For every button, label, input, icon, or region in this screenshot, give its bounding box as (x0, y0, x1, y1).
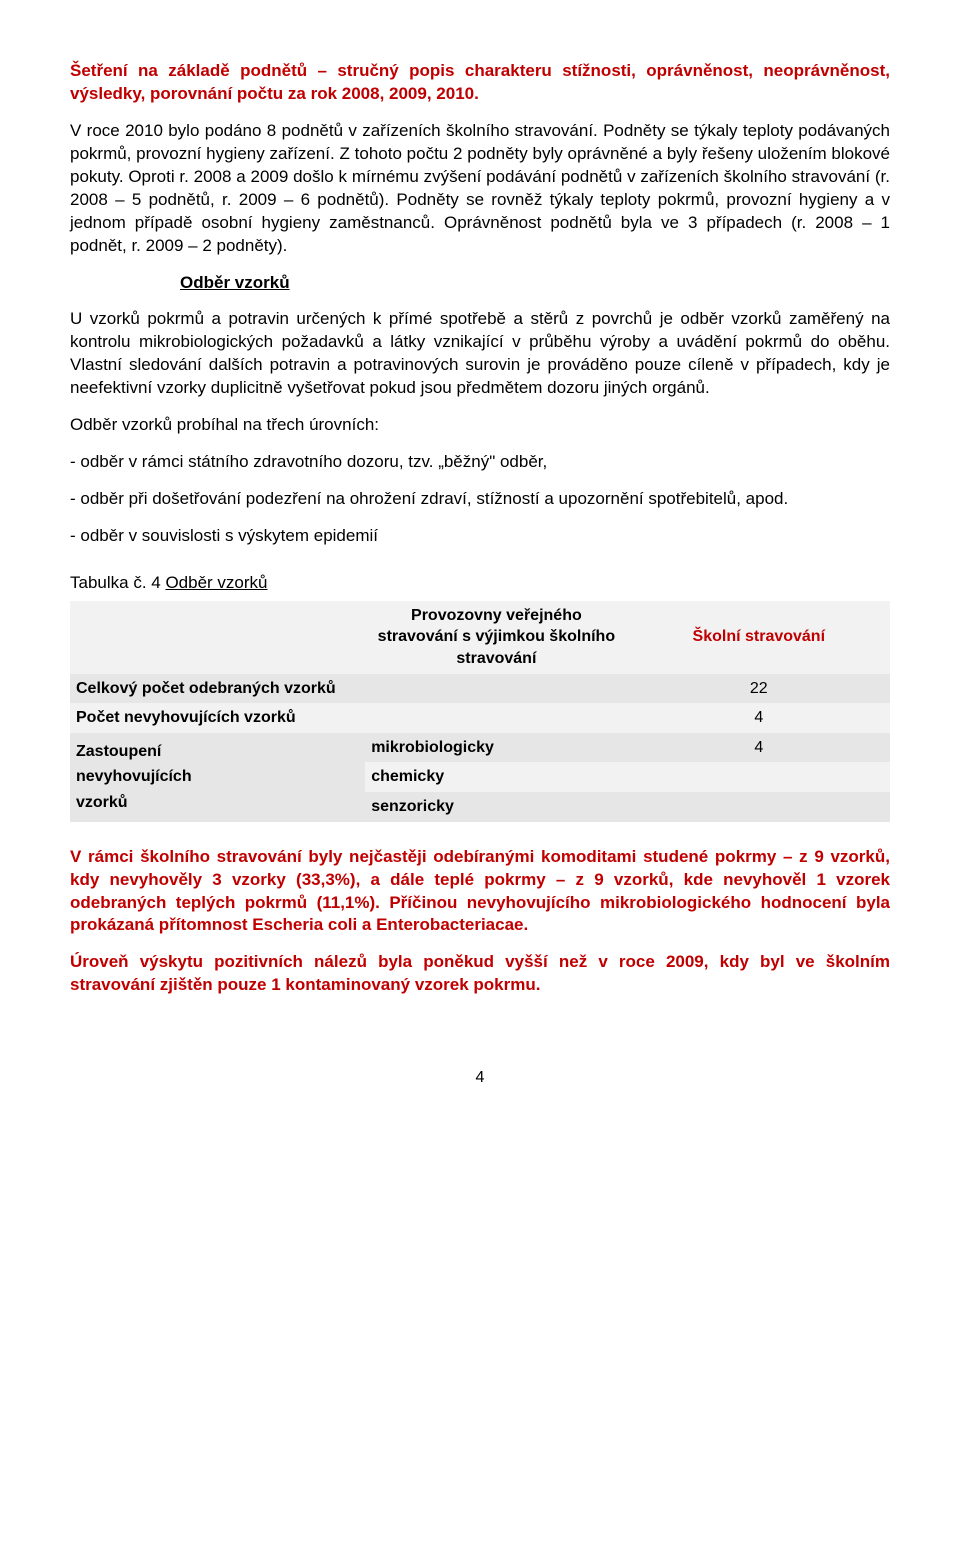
col-header-school: Školní stravování (628, 601, 890, 674)
row-label-share-2: nevyhovujících (76, 768, 192, 785)
table-sampling: Provozovny veřejného stravování s výjimk… (70, 601, 890, 822)
heading-sampling: Odběr vzorků (180, 272, 890, 295)
para-level-1: - odběr v rámci státního zdravotního doz… (70, 451, 890, 474)
para-levels-intro: Odběr vzorků probíhal na třech úrovních: (70, 414, 890, 437)
sub-label-senz: senzoricky (365, 792, 627, 822)
cell-value: 4 (628, 703, 890, 733)
row-label-share-1: Zastoupení (76, 743, 161, 760)
para-level-3: - odběr v souvislosti s výskytem epidemi… (70, 525, 890, 548)
para-complaints-body: V roce 2010 bylo podáno 8 podnětů v zaří… (70, 120, 890, 258)
para-level-2: - odběr při došetřování podezření na ohr… (70, 488, 890, 511)
sub-label-micro: mikrobiologicky (371, 739, 494, 756)
sub-label-chem: chemicky (365, 762, 627, 792)
table-row: Zastoupení nevyhovujících vzorků mikrobi… (70, 733, 890, 763)
table-title-name: Odběr vzorků (165, 573, 267, 592)
para-heading-complaints: Šetření na základě podnětů – stručný pop… (70, 60, 890, 106)
cell-value: 22 (628, 674, 890, 704)
cell-value (628, 792, 890, 822)
para-sampling-intro: U vzorků pokrmů a potravin určených k př… (70, 308, 890, 400)
row-label-total: Celkový počet odebraných vzorků (70, 674, 365, 704)
table-row: Počet nevyhovujících vzorků 4 (70, 703, 890, 733)
para-school-results: V rámci školního stravování byly nejčast… (70, 846, 890, 938)
table-header-row: Provozovny veřejného stravování s výjimk… (70, 601, 890, 674)
cell-value: 4 (628, 733, 890, 763)
col-header-public: Provozovny veřejného stravování s výjimk… (365, 601, 627, 674)
cell-value (365, 674, 627, 704)
table-title-prefix: Tabulka č. 4 (70, 573, 165, 592)
row-label-failed: Počet nevyhovujících vzorků (70, 703, 365, 733)
page-number: 4 (70, 1067, 890, 1089)
para-comparison-2009: Úroveň výskytu pozitivních nálezů byla p… (70, 951, 890, 997)
table-row: Celkový počet odebraných vzorků 22 (70, 674, 890, 704)
cell-value (628, 762, 890, 792)
row-label-share-3: vzorků (76, 794, 128, 811)
row-label-share: Zastoupení nevyhovujících vzorků (70, 733, 365, 822)
cell-value (365, 703, 627, 733)
table-title: Tabulka č. 4 Odběr vzorků (70, 572, 890, 595)
